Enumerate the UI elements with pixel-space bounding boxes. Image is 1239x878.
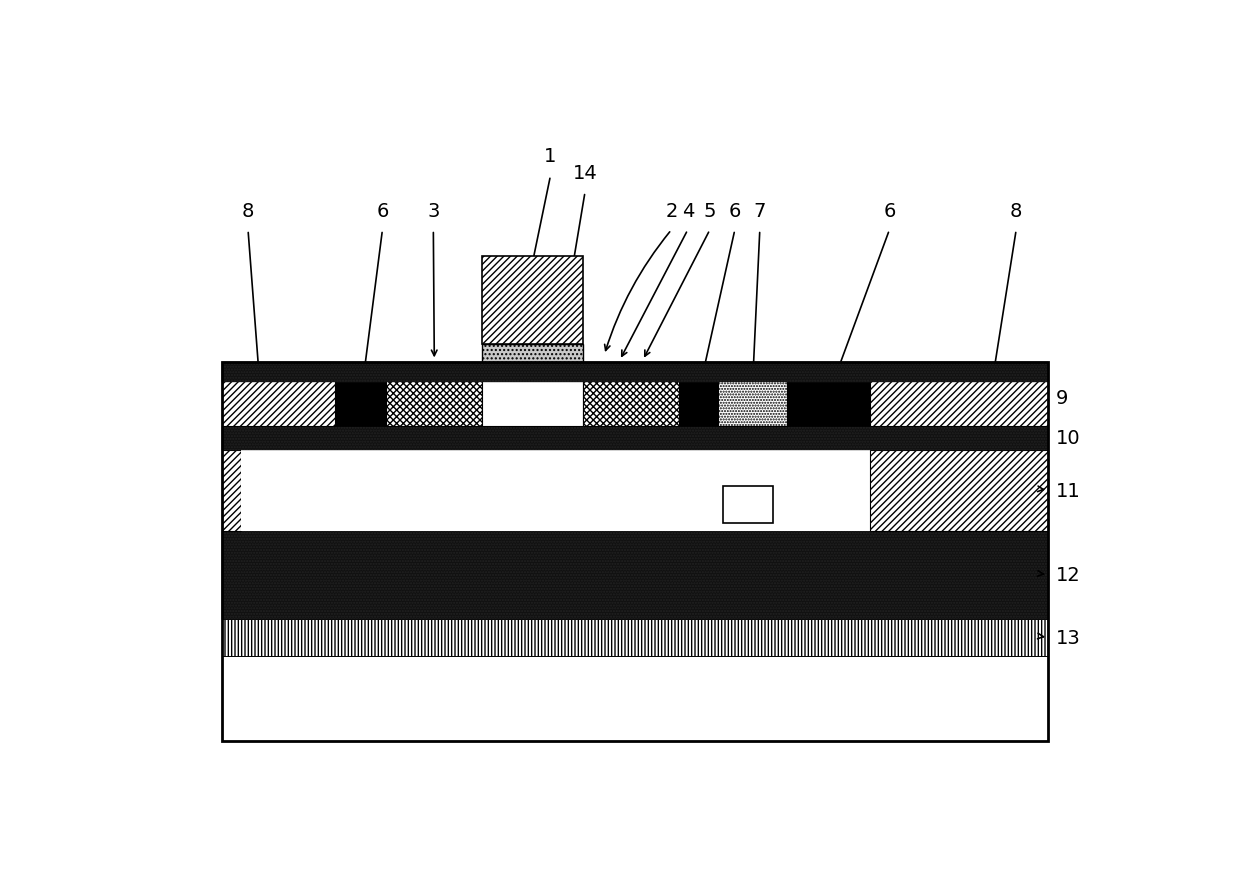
Bar [787,363,870,427]
Text: 13: 13 [1056,629,1080,647]
Bar [222,363,336,427]
Text: 7: 7 [753,201,766,220]
Text: 5: 5 [704,201,716,220]
Text: 6: 6 [883,201,896,220]
Bar [482,256,584,345]
Text: 3: 3 [427,201,440,220]
Bar [222,450,242,531]
Text: 9: 9 [1056,388,1068,407]
Bar [336,363,387,427]
Text: 11: 11 [1056,481,1080,500]
Text: 8: 8 [242,201,254,220]
Bar [222,619,1048,657]
Text: 6: 6 [377,201,389,220]
Bar [222,363,1048,741]
Bar [717,363,787,427]
Text: 14: 14 [572,163,597,183]
Text: 1: 1 [544,148,556,166]
Bar [222,363,1048,383]
Text: 2: 2 [665,201,678,220]
Bar [222,531,1048,619]
Bar [584,363,679,427]
Bar [870,450,1048,531]
Bar [387,363,482,427]
Text: 6: 6 [729,201,741,220]
Bar [482,363,584,427]
Bar [482,345,584,363]
Text: 4: 4 [681,201,694,220]
Bar [222,427,1048,450]
Bar [242,450,870,531]
Text: 12: 12 [1056,565,1080,585]
Bar [870,363,1048,427]
Bar [222,363,1048,741]
Text: 10: 10 [1056,428,1080,448]
Text: 8: 8 [1010,201,1022,220]
Bar [679,363,717,427]
Bar [724,486,773,523]
